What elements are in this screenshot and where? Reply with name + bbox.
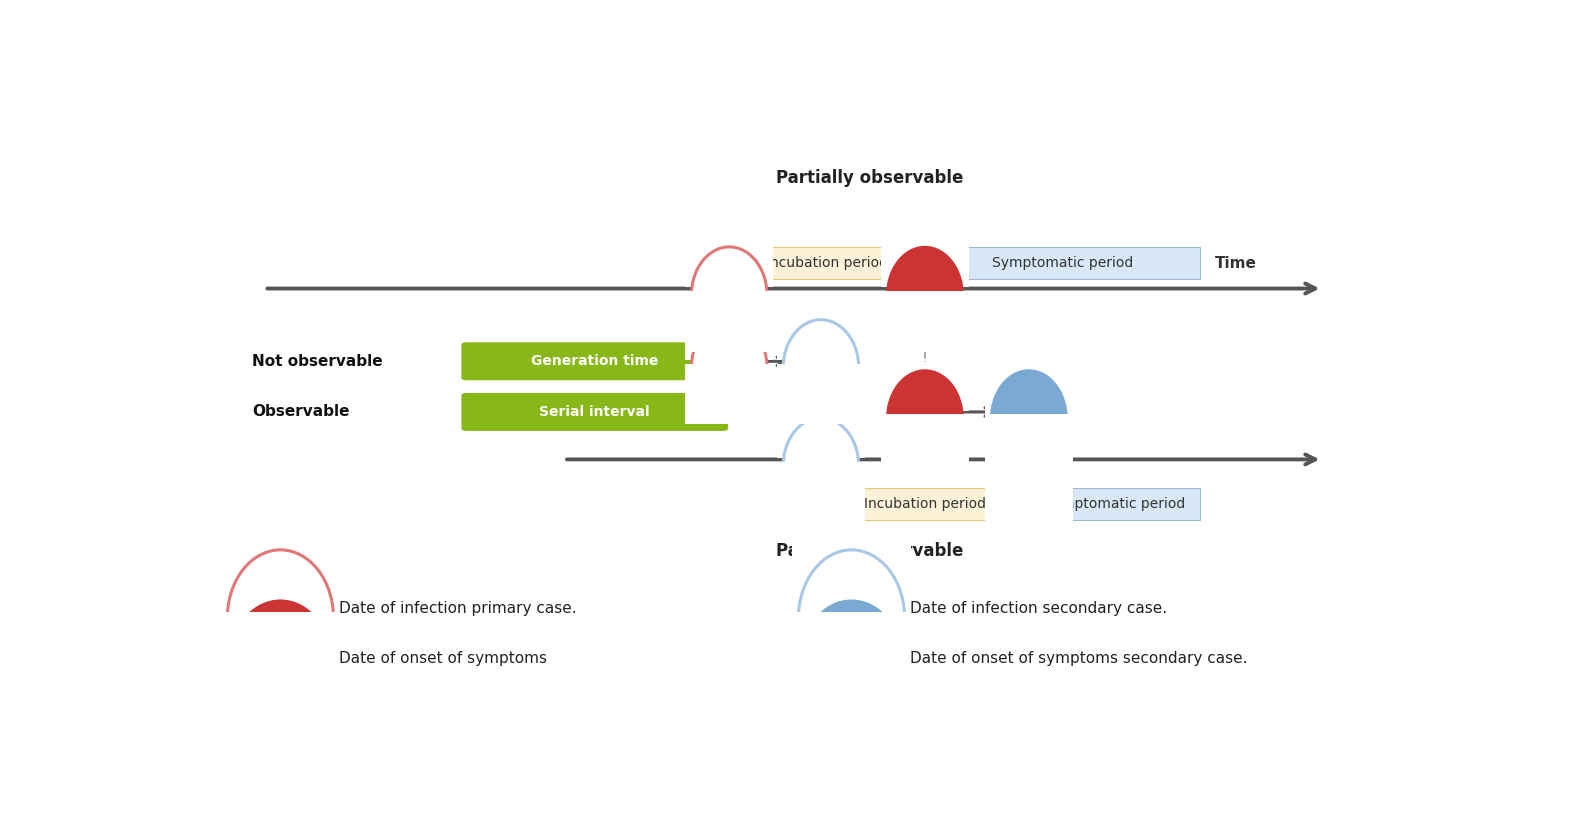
Bar: [685, 364, 773, 424]
FancyBboxPatch shape: [729, 247, 925, 279]
Text: Incubation period: Incubation period: [863, 496, 986, 510]
Ellipse shape: [691, 247, 767, 344]
Ellipse shape: [798, 550, 904, 686]
Bar: [792, 612, 911, 696]
Bar: [792, 538, 911, 607]
Ellipse shape: [887, 247, 963, 344]
Bar: [221, 612, 339, 696]
Bar: [685, 312, 773, 360]
Ellipse shape: [798, 601, 904, 737]
Ellipse shape: [227, 601, 333, 737]
Bar: [985, 409, 1073, 458]
Bar: [776, 409, 865, 458]
Ellipse shape: [246, 605, 314, 673]
Ellipse shape: [1005, 421, 1054, 470]
Text: Date of infection primary case.: Date of infection primary case.: [339, 601, 576, 616]
Ellipse shape: [705, 323, 754, 372]
FancyBboxPatch shape: [925, 247, 1199, 279]
Bar: [221, 538, 339, 607]
Text: Date of onset of symptoms: Date of onset of symptoms: [339, 651, 548, 667]
Text: Not observable: Not observable: [252, 353, 383, 369]
Bar: [776, 312, 865, 360]
Ellipse shape: [887, 370, 963, 468]
Bar: [792, 663, 911, 747]
Text: Serial interval: Serial interval: [540, 405, 650, 419]
Ellipse shape: [783, 418, 858, 515]
Text: Symptomatic period: Symptomatic period: [993, 256, 1133, 270]
Ellipse shape: [797, 323, 846, 372]
Bar: [881, 238, 969, 288]
Ellipse shape: [901, 374, 950, 423]
Ellipse shape: [783, 320, 858, 417]
Ellipse shape: [991, 418, 1067, 515]
Bar: [985, 414, 1073, 475]
Text: Partially observable: Partially observable: [776, 543, 964, 560]
FancyBboxPatch shape: [1029, 488, 1199, 520]
Ellipse shape: [817, 555, 885, 623]
Ellipse shape: [991, 370, 1067, 468]
Text: Date of onset of symptoms secondary case.: Date of onset of symptoms secondary case…: [911, 651, 1248, 667]
FancyBboxPatch shape: [461, 342, 727, 381]
Bar: [881, 291, 969, 352]
Text: Observable: Observable: [252, 404, 350, 419]
Bar: [685, 291, 773, 352]
Bar: [776, 364, 865, 424]
FancyBboxPatch shape: [821, 488, 1029, 520]
Ellipse shape: [817, 605, 885, 673]
Ellipse shape: [1005, 374, 1054, 423]
Ellipse shape: [227, 550, 333, 686]
Ellipse shape: [246, 555, 314, 623]
Ellipse shape: [691, 320, 767, 417]
Bar: [776, 462, 865, 523]
FancyBboxPatch shape: [461, 393, 727, 431]
Bar: [685, 238, 773, 288]
Bar: [221, 589, 339, 657]
Text: Date of infection secondary case.: Date of infection secondary case.: [911, 601, 1168, 616]
Text: Generation time: Generation time: [532, 354, 658, 368]
Bar: [881, 414, 969, 475]
Bar: [881, 363, 969, 411]
Text: Symptomatic period: Symptomatic period: [1043, 496, 1185, 510]
Bar: [985, 363, 1073, 411]
Text: Incubation period: Incubation period: [765, 256, 888, 270]
Ellipse shape: [901, 250, 950, 299]
Ellipse shape: [797, 421, 846, 470]
Bar: [221, 663, 339, 747]
Text: Time: Time: [1215, 256, 1256, 270]
Bar: [792, 589, 911, 657]
Text: Partially observable: Partially observable: [776, 169, 964, 187]
Bar: [985, 462, 1073, 523]
Ellipse shape: [705, 250, 754, 299]
